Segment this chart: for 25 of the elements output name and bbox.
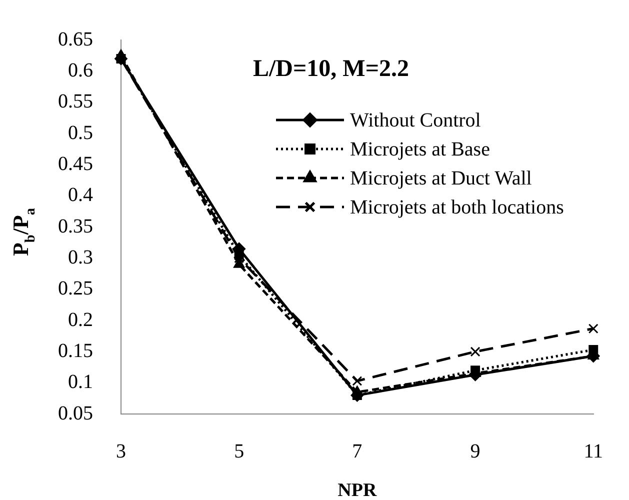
y-tick-label: 0.55 bbox=[58, 90, 93, 113]
x-tick-label: 5 bbox=[234, 440, 244, 462]
x-tick-label: 11 bbox=[584, 440, 604, 462]
y-tick-label: 0.05 bbox=[58, 402, 93, 424]
y-tick-label: 0.1 bbox=[68, 371, 93, 394]
x-tick-label: 9 bbox=[470, 440, 480, 462]
text: L/D=10, M=2.2 bbox=[252, 56, 410, 82]
legend-label: Microjets at both locations bbox=[350, 196, 564, 218]
y-tick-label: 0.2 bbox=[68, 308, 93, 331]
x-tick-label: 3 bbox=[116, 440, 126, 462]
x-axis-title: NPR bbox=[338, 480, 377, 500]
x-tick-label: 7 bbox=[352, 440, 362, 462]
y-tick-label: 0.6 bbox=[68, 59, 93, 82]
legend-label: Without Control bbox=[350, 109, 482, 132]
y-tick-label: 0.35 bbox=[58, 215, 93, 238]
y-axis-title: Pb/Pa bbox=[8, 208, 39, 256]
y-tick-label: 0.25 bbox=[58, 278, 93, 300]
legend-label: Microjets at Duct Wall bbox=[350, 167, 532, 190]
y-tick-label: 0.5 bbox=[68, 122, 93, 144]
y-tick-label: 0.15 bbox=[58, 340, 93, 362]
y-tick-label: 0.3 bbox=[68, 246, 93, 268]
y-tick-label: 0.4 bbox=[68, 184, 93, 206]
y-tick-label: 0.65 bbox=[58, 28, 93, 50]
legend-label: Microjets at Base bbox=[350, 138, 490, 160]
y-tick-label: 0.45 bbox=[58, 152, 93, 175]
